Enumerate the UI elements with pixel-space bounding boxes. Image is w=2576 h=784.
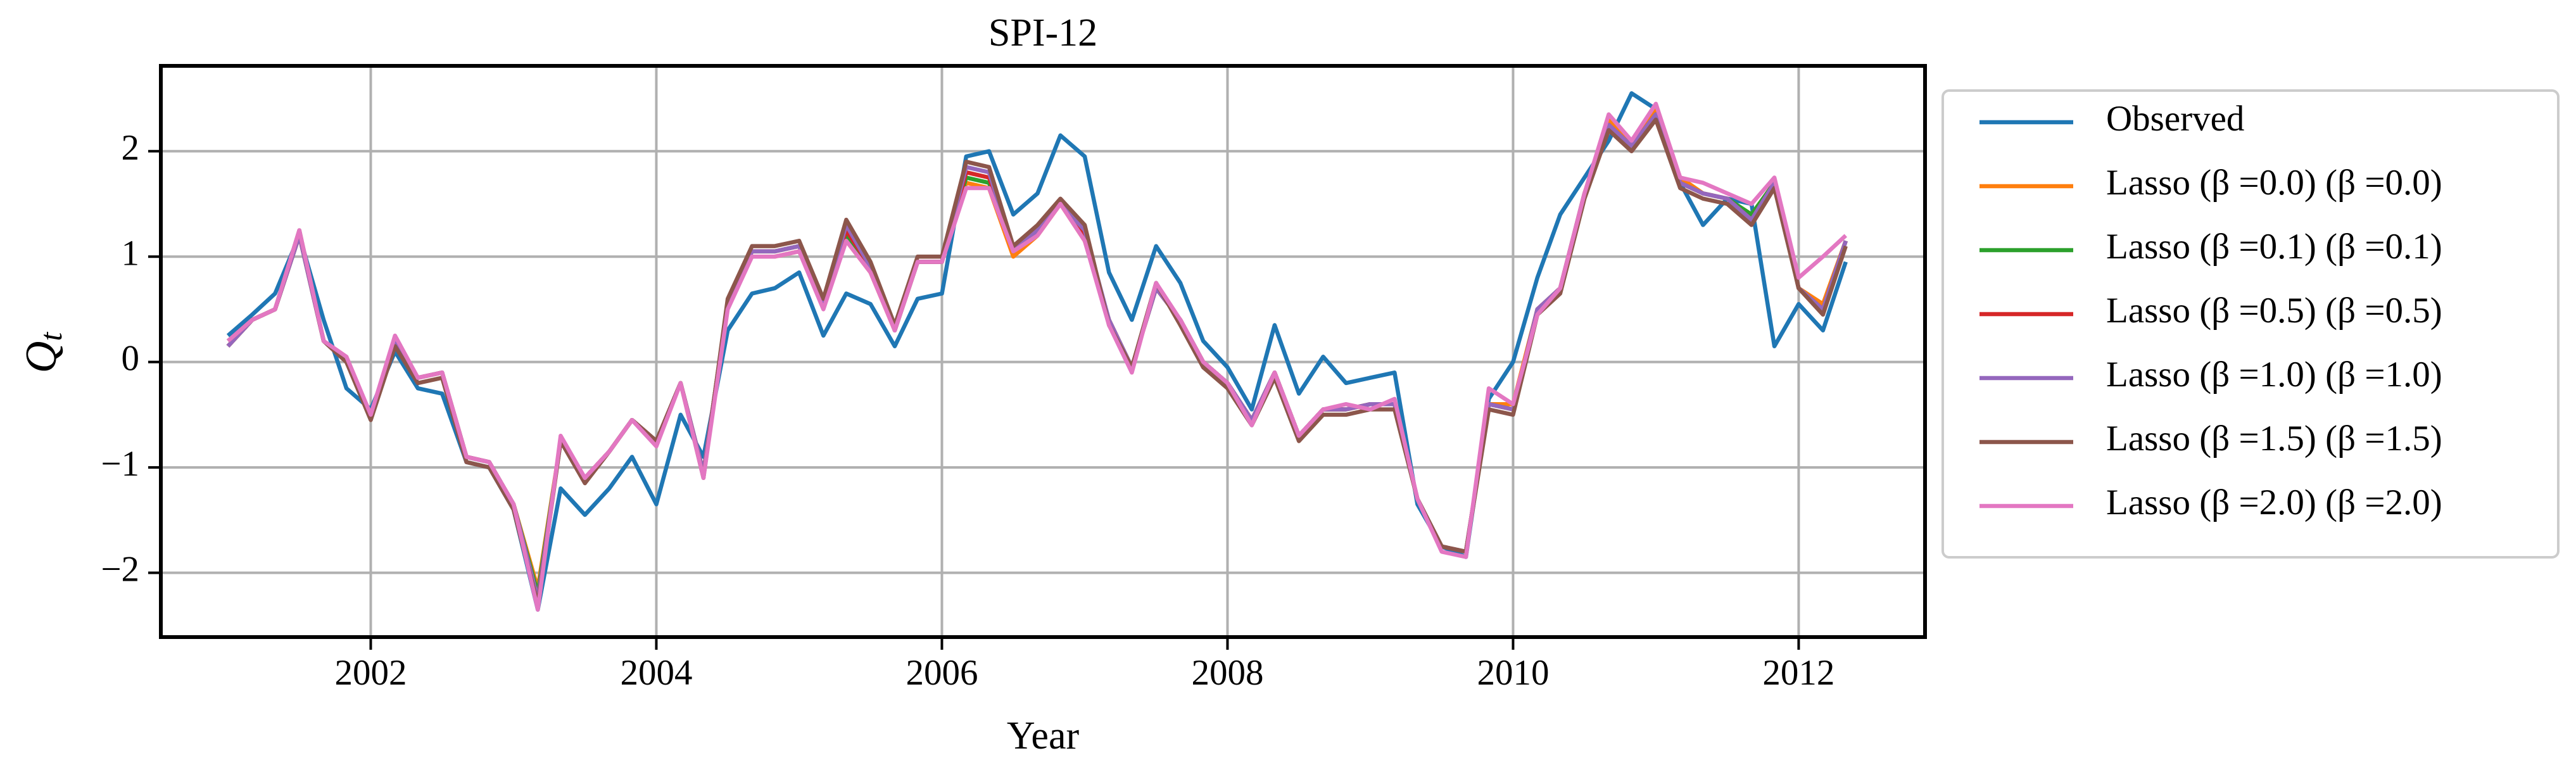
y-tick-label: −2 [101, 550, 139, 590]
y-axis-label: Qt [17, 332, 68, 374]
y-tick-label: 0 [122, 339, 140, 379]
series-line [226, 112, 1848, 602]
y-tick-label: −1 [101, 444, 139, 484]
x-tick-label: 2004 [620, 653, 692, 693]
x-tick-label: 2012 [1762, 653, 1834, 693]
legend-label: Lasso (β =0.0) (β =0.0) [2106, 163, 2442, 203]
y-axis-label-sub: t [33, 332, 68, 341]
x-axis-label: Year [1007, 714, 1080, 757]
series-line [226, 112, 1848, 602]
y-tick-label: 1 [122, 233, 140, 273]
x-tick-label: 2002 [334, 653, 407, 693]
y-axis-label-main: Q [17, 341, 66, 374]
legend-label: Lasso (β =0.1) (β =0.1) [2106, 227, 2442, 267]
plot-frame [159, 64, 1927, 639]
x-tick-label: 2008 [1191, 653, 1263, 693]
legend-label: Observed [2106, 99, 2244, 139]
series-line [226, 106, 1848, 591]
legend-box [1941, 89, 2560, 559]
legend-label: Lasso (β =1.0) (β =1.0) [2106, 355, 2442, 395]
legend-label: Lasso (β =1.5) (β =1.5) [2106, 419, 2442, 458]
series-line [226, 101, 1848, 612]
legend-label: Lasso (β =0.5) (β =0.5) [2106, 291, 2442, 331]
y-tick-label: 2 [122, 128, 140, 168]
legend-label: Lasso (β =2.0) (β =2.0) [2106, 483, 2442, 522]
chart-title: SPI-12 [988, 11, 1097, 54]
x-tick-label: 2010 [1477, 653, 1549, 693]
series-line [226, 112, 1848, 597]
series-line [226, 91, 1848, 612]
x-tick-label: 2006 [906, 653, 978, 693]
